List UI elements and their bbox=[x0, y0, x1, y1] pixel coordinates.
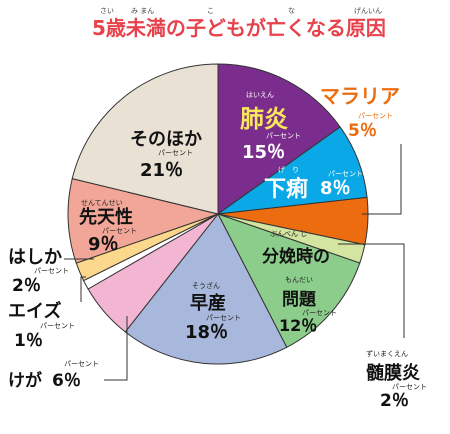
label-meningitis: 髄膜炎 bbox=[366, 362, 420, 384]
pie-slice-9 bbox=[67, 178, 220, 264]
label-aids: エイズ bbox=[8, 300, 61, 322]
label-injury: けが bbox=[8, 370, 42, 391]
title-ruby-ko: こ bbox=[207, 7, 214, 15]
value-congenital: 9％ bbox=[88, 234, 119, 255]
value-aids: 1％ bbox=[14, 331, 43, 351]
label-other: そのほか bbox=[130, 129, 202, 150]
leader-line-injury bbox=[104, 316, 128, 381]
pie-slice-10 bbox=[71, 63, 219, 215]
pie-slice-4 bbox=[216, 213, 361, 349]
value-injury: 6％ bbox=[52, 371, 81, 391]
leader-lines bbox=[64, 144, 405, 381]
value-other: 21％ bbox=[140, 160, 183, 181]
pct-ruby-aids: パーセント bbox=[40, 322, 75, 330]
pie-slices bbox=[67, 63, 369, 365]
pct-ruby-meningitis: パーセント bbox=[392, 383, 427, 391]
pct-ruby-premature: パーセント bbox=[206, 314, 241, 322]
outside-labels: マラリア パーセント 5％ ずいまくえん 髄膜炎 パーセント 2％ はしか パー… bbox=[8, 84, 427, 411]
pct-ruby-delivery: パーセント bbox=[302, 309, 337, 317]
pct-ruby-congenital: パーセント bbox=[102, 227, 137, 235]
pct-ruby-malaria: パーセント bbox=[358, 112, 393, 120]
leader-line-meningitis bbox=[338, 243, 405, 338]
value-measles: 2％ bbox=[12, 276, 41, 296]
label-premature: 早産 bbox=[190, 292, 226, 314]
label-malaria: マラリア bbox=[320, 84, 400, 108]
title-ruby-na: な bbox=[288, 7, 295, 15]
pct-ruby-injury: パーセント bbox=[64, 360, 99, 368]
ruby-meningitis: ずいまくえん bbox=[366, 349, 408, 358]
pct-ruby-pneumonia: パーセント bbox=[266, 132, 301, 140]
label-pneumonia: 肺炎 bbox=[240, 105, 288, 133]
ruby-delivery-2: もんだい bbox=[285, 276, 313, 284]
pie-slice-5 bbox=[124, 213, 288, 365]
title-group: さい み まん こ な げんいん 5歳未満の子どもが亡くなる原因 bbox=[92, 6, 386, 40]
title-ruby-miman: み まん bbox=[131, 7, 154, 15]
leader-line-aids bbox=[80, 276, 86, 302]
ruby-delivery-1: ぶんべん じ bbox=[270, 230, 307, 238]
value-delivery: 12％ bbox=[279, 316, 317, 335]
pct-ruby-diarrhea: パーセント bbox=[328, 170, 363, 178]
label-diarrhea: 下痢 bbox=[264, 176, 308, 202]
chart-title: 5歳未満の子どもが亡くなる原因 bbox=[92, 16, 386, 40]
pct-ruby-measles: パーセント bbox=[34, 267, 69, 275]
ruby-diarrhea: げ り bbox=[278, 165, 299, 174]
value-diarrhea: 8％ bbox=[320, 178, 351, 199]
leader-line-malaria bbox=[362, 144, 402, 215]
value-meningitis: 2％ bbox=[380, 391, 409, 411]
label-delivery-line1: 分娩時の bbox=[262, 246, 330, 267]
label-delivery-line2: 問題 bbox=[282, 290, 317, 310]
label-congenital: 先天性 bbox=[79, 206, 133, 228]
value-premature: 18％ bbox=[185, 322, 228, 343]
slice-labels: はいえん 肺炎 パーセント 15％ げ り 下痢 パーセント 8％ ぶんべん じ… bbox=[79, 91, 363, 343]
ruby-congenital: せんてんせい bbox=[81, 199, 123, 207]
title-ruby-genin: げんいん bbox=[354, 6, 382, 15]
ruby-premature: そうざん bbox=[192, 281, 220, 290]
pct-ruby-other: パーセント bbox=[158, 149, 193, 157]
ruby-pneumonia: はいえん bbox=[246, 91, 274, 99]
label-measles: はしか bbox=[8, 247, 62, 268]
title-ruby-sai: さい bbox=[100, 7, 114, 15]
value-pneumonia: 15％ bbox=[242, 142, 285, 163]
value-malaria: 5％ bbox=[348, 121, 377, 141]
pie-slice-0 bbox=[217, 63, 341, 215]
